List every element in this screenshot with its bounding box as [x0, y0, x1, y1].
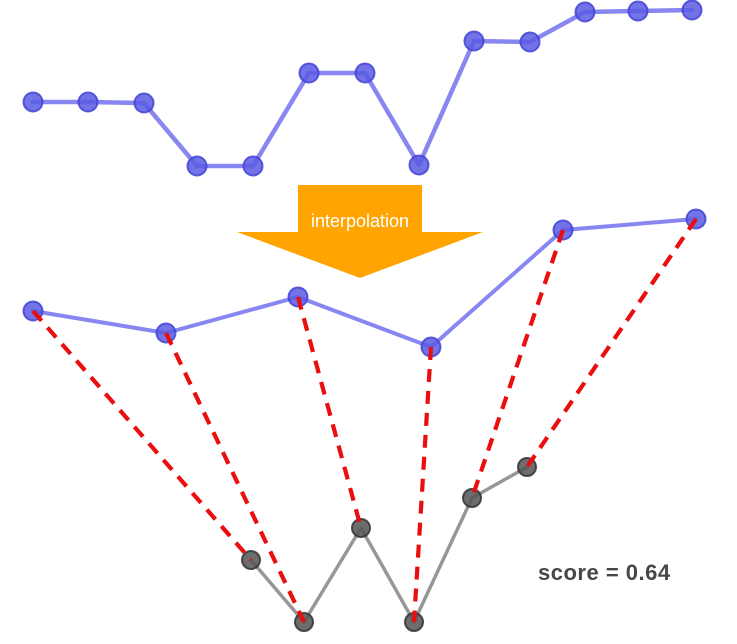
raw-series-point — [519, 31, 541, 53]
score-label: score = 0.64 — [538, 560, 671, 585]
candidate-series-point — [241, 550, 261, 570]
raw-series-point — [463, 30, 485, 52]
correspondence-link — [164, 332, 306, 623]
raw-series-point — [186, 155, 208, 177]
candidate-series-line — [249, 465, 529, 624]
interpolation-arrow — [237, 185, 483, 278]
raw-series-point — [77, 91, 99, 113]
raw-series-point — [408, 154, 430, 176]
raw-series-point — [22, 91, 44, 113]
raw-series-point — [627, 0, 649, 22]
raw-series-point — [574, 1, 596, 23]
correspondence-link — [470, 229, 565, 499]
raw-series-point — [681, 0, 703, 21]
correspondence-link — [411, 346, 434, 623]
raw-series-point — [242, 155, 264, 177]
raw-series-point — [133, 92, 155, 114]
interpolation-label: interpolation — [310, 211, 410, 231]
raw-series-point — [354, 62, 376, 84]
raw-series-line — [30, 7, 695, 169]
correspondence-link — [31, 309, 253, 562]
correspondence-link — [525, 217, 698, 469]
correspondence-link — [295, 296, 364, 529]
candidate-series-point — [462, 488, 482, 508]
raw-series-point — [298, 62, 320, 84]
interpolated-series-line — [31, 217, 698, 349]
candidate-series-point — [351, 518, 371, 538]
